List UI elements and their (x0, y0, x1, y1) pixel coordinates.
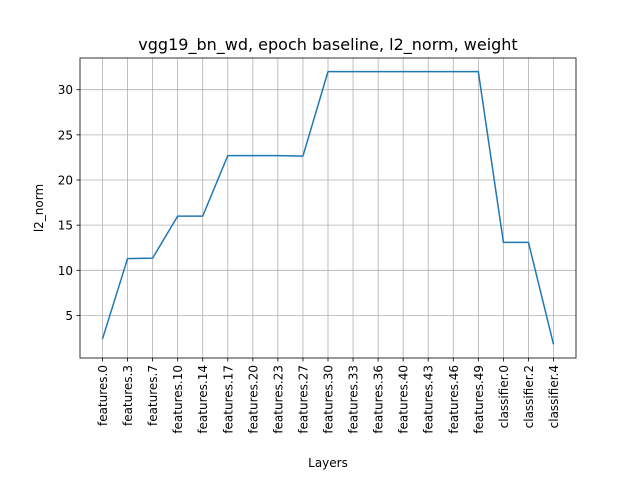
grid (80, 58, 576, 358)
chart-title: vgg19_bn_wd, epoch baseline, l2_norm, we… (138, 35, 517, 55)
x-tick-label: features.33 (347, 365, 361, 434)
x-tick-label: features.0 (96, 365, 110, 426)
x-tick-label: classifier.2 (522, 365, 536, 428)
series-layer (101, 70, 555, 345)
x-tick-label: features.49 (472, 365, 486, 434)
y-tick-label: 20 (58, 174, 73, 188)
y-tick-label: 25 (58, 128, 73, 142)
x-tick-label: classifier.4 (547, 365, 561, 428)
y-tick-label: 15 (58, 219, 73, 233)
y-tick-label: 5 (65, 309, 73, 323)
x-tick-label: features.43 (422, 365, 436, 434)
x-tick-label: features.3 (121, 365, 135, 426)
y-axis: 5 10 15 20 25 30 (58, 83, 80, 323)
y-axis-label: l2_norm (32, 184, 46, 232)
y-tick-label: 30 (58, 83, 73, 97)
x-tick-label: features.7 (146, 365, 160, 426)
x-tick-label: features.17 (221, 365, 235, 434)
y-tick-label: 10 (58, 264, 73, 278)
series-line (101, 70, 555, 345)
x-tick-label: features.20 (246, 365, 260, 434)
x-axis: features.0 features.3 features.7 features.1… (96, 358, 561, 434)
x-tick-label: features.27 (296, 365, 310, 434)
x-tick-label: features.46 (447, 365, 461, 434)
x-tick-label: classifier.0 (497, 365, 511, 428)
x-tick-label: features.40 (397, 365, 411, 434)
x-tick-label: features.23 (271, 365, 285, 434)
x-axis-label: Layers (308, 456, 348, 470)
x-tick-label: features.30 (322, 365, 336, 434)
x-tick-label: features.10 (171, 365, 185, 434)
x-tick-label: features.36 (372, 365, 386, 434)
x-tick-label: features.14 (196, 365, 210, 434)
